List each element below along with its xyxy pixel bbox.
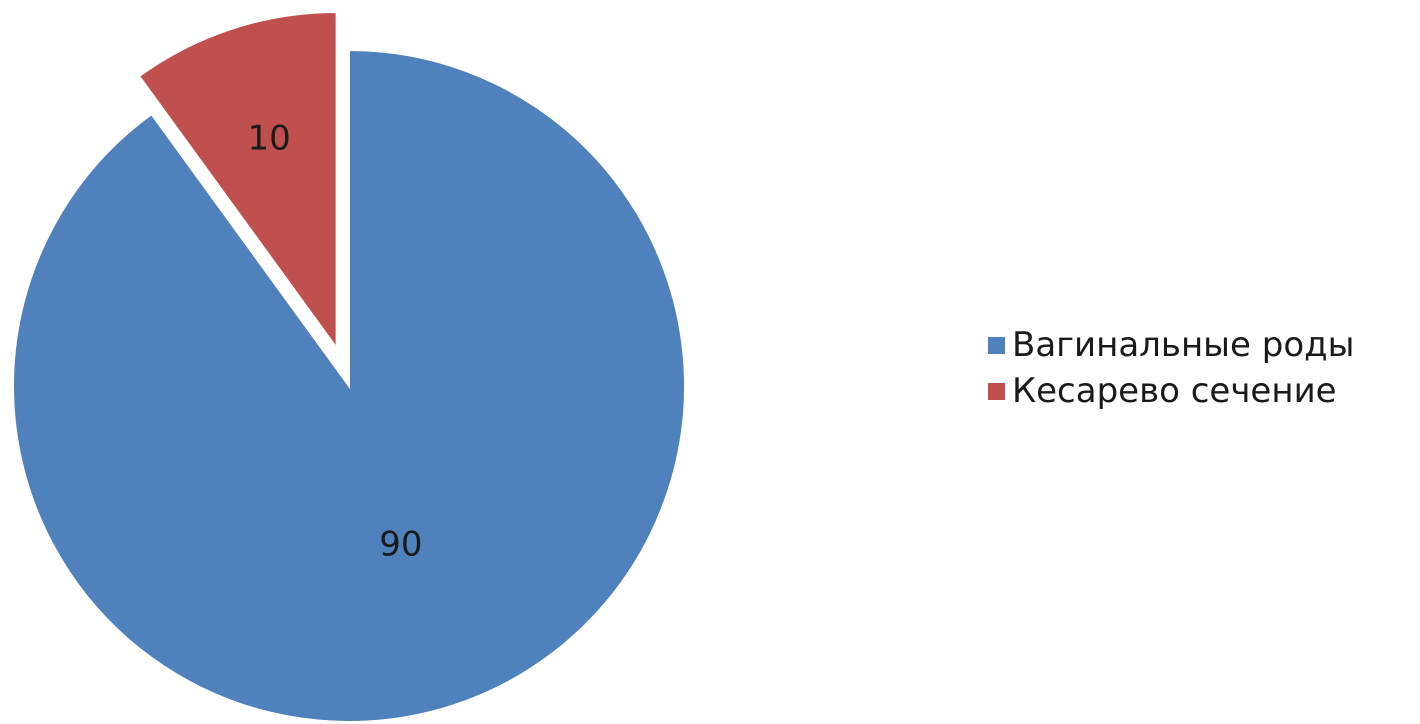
legend-item-vaginal: Вагинальные роды [988,322,1408,368]
pie-chart-plot: 90 10 [12,10,686,723]
chart-legend: Вагинальные роды Кесарево сечение [988,322,1408,414]
data-label-vaginal: 90 [379,524,422,564]
legend-swatch-vaginal [988,336,1005,354]
legend-label-vaginal: Вагинальные роды [1012,325,1355,365]
pie-slice-vaginal [12,48,686,723]
pie-slice-cesarean [137,10,338,352]
legend-item-cesarean: Кесарево сечение [988,368,1408,414]
legend-swatch-cesarean [988,382,1005,400]
legend-label-cesarean: Кесарево сечение [1012,371,1337,411]
data-label-cesarean: 10 [248,119,291,159]
